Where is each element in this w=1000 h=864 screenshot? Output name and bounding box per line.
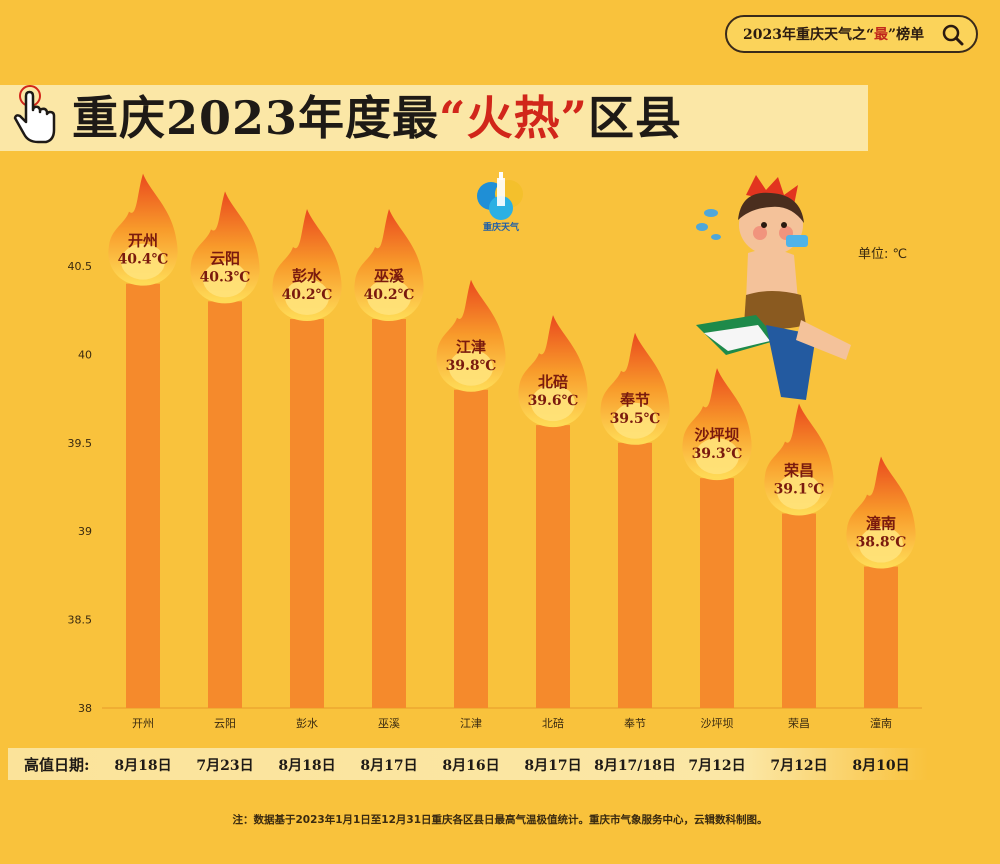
peak-date-value: 7月12日	[770, 758, 828, 774]
bar	[618, 442, 652, 708]
bar-value-label: 40.2℃	[282, 287, 333, 303]
flame-core	[777, 473, 821, 510]
bar-value-label: 39.3℃	[692, 446, 743, 462]
peak-date-value: 8月10日	[852, 758, 910, 774]
flame-core	[285, 279, 329, 316]
bar	[290, 319, 324, 708]
y-tick-label: 38.5	[68, 614, 93, 627]
logo-text: 重庆天气	[483, 221, 519, 233]
y-tick-label: 39	[78, 525, 92, 538]
flame-core	[367, 279, 411, 316]
x-tick-label: 北碚	[542, 716, 564, 730]
bar-category-label: 沙坪坝	[694, 426, 739, 444]
hot-child-mascot-illustration	[696, 175, 851, 400]
y-tick-label: 39.5	[68, 437, 93, 450]
dates-label: 高值日期:	[24, 756, 90, 774]
search-text-before: 2023年重庆天气之“	[743, 27, 875, 43]
peak-date-value: 8月18日	[278, 758, 336, 774]
ranking-search-bar[interactable]: 2023年重庆天气之“ 最 ”榜单	[725, 15, 978, 53]
dates-band	[8, 748, 928, 780]
bar-category-label: 潼南	[866, 515, 896, 533]
flame-core	[203, 261, 247, 298]
flame-core	[695, 438, 739, 475]
title-highlight: “火热”	[439, 91, 588, 145]
peak-date-value: 8月17/18日	[594, 758, 676, 774]
x-tick-label: 潼南	[870, 716, 892, 730]
bar-value-label: 40.2℃	[364, 287, 415, 303]
y-tick-label: 38	[78, 702, 92, 715]
x-tick-label: 巫溪	[378, 717, 400, 730]
search-text-after: ”榜单	[888, 27, 925, 43]
pointing-hand-icon	[13, 85, 56, 144]
bar-category-label: 荣昌	[783, 462, 814, 480]
bar-value-label: 40.3℃	[200, 269, 251, 285]
search-text-highlight: 最	[874, 27, 889, 43]
y-tick-label: 40.5	[68, 260, 93, 273]
bar-value-label: 39.6℃	[528, 393, 579, 409]
bar-value-label: 38.8℃	[856, 535, 907, 551]
flame-core	[121, 243, 165, 280]
peak-date-value: 8月18日	[114, 758, 172, 774]
x-tick-label: 开州	[132, 717, 154, 730]
x-tick-label: 云阳	[214, 717, 236, 730]
peak-date-value: 7月12日	[688, 758, 746, 774]
x-tick-label: 奉节	[624, 716, 646, 730]
flame-core	[859, 526, 903, 563]
bar	[864, 566, 898, 708]
bar-category-label: 彭水	[292, 267, 323, 285]
bar	[536, 425, 570, 708]
flame-core	[449, 349, 493, 386]
x-tick-label: 荣昌	[788, 717, 810, 730]
peak-date-value: 8月16日	[442, 758, 500, 774]
bar-category-label: 巫溪	[374, 267, 405, 285]
bar-category-label: 奉节	[619, 391, 650, 409]
x-tick-label: 江津	[460, 717, 482, 730]
x-tick-label: 沙坪坝	[701, 716, 734, 730]
search-icon[interactable]	[942, 24, 964, 46]
y-tick-label: 40	[78, 348, 92, 361]
bar	[782, 513, 816, 708]
peak-date-value: 8月17日	[360, 758, 418, 774]
bar-value-label: 39.5℃	[610, 411, 661, 427]
bar-category-label: 北碚	[538, 373, 568, 391]
bar	[700, 478, 734, 708]
flame-core	[613, 402, 657, 439]
footnote: 注：数据基于2023年1月1日至12月31日重庆各区县日最高气温极值统计。重庆市…	[232, 814, 768, 826]
bar	[454, 389, 488, 708]
bar	[208, 301, 242, 708]
peak-date-value: 8月17日	[524, 758, 582, 774]
peak-date-value: 7月23日	[196, 758, 254, 774]
title-band	[0, 85, 868, 151]
flame-core	[531, 385, 575, 422]
page-title: 重庆2023年度最“火热”区县	[72, 82, 682, 148]
bar-value-label: 40.4℃	[118, 252, 169, 268]
bar-category-label: 云阳	[210, 249, 240, 267]
bar-category-label: 江津	[456, 338, 486, 356]
title-text-before: 重庆2023年度最	[72, 91, 440, 145]
bar-category-label: 开州	[128, 232, 158, 250]
bar	[126, 283, 160, 708]
bar	[372, 319, 406, 708]
chongqing-weather-logo: 重庆天气	[477, 172, 523, 233]
unit-label: 单位: ℃	[858, 247, 908, 262]
bar-value-label: 39.8℃	[446, 358, 497, 374]
title-text-after: 区县	[587, 91, 682, 145]
bar-value-label: 39.1℃	[774, 482, 825, 498]
x-tick-label: 彭水	[296, 716, 318, 730]
